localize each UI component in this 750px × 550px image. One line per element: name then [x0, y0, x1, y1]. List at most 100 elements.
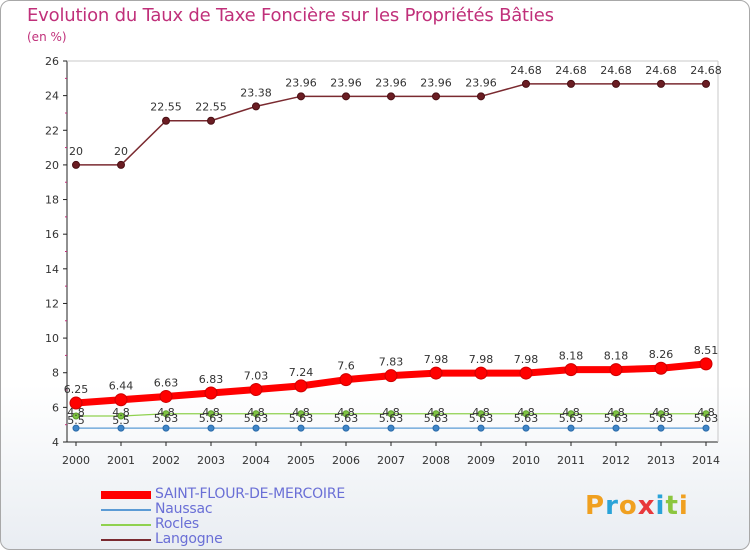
data-label-langogne: 24.68 [645, 64, 677, 77]
x-tick-label: 2009 [467, 454, 495, 467]
data-point-naussac [432, 424, 440, 432]
data-point-langogne [477, 92, 485, 101]
legend-swatch [101, 539, 151, 541]
data-label-rocles: 5.63 [514, 412, 539, 425]
legend-label: Langogne [155, 531, 223, 547]
data-label-langogne: 23.96 [330, 76, 362, 89]
data-point-saint-flour-de-mercoire [69, 396, 83, 410]
data-point-saint-flour-de-mercoire [699, 357, 713, 371]
data-point-naussac [612, 424, 620, 432]
data-point-saint-flour-de-mercoire [609, 363, 623, 377]
data-label-rocles: 5.5 [112, 414, 130, 427]
data-point-saint-flour-de-mercoire [429, 366, 443, 380]
data-point-rocles [342, 410, 350, 418]
data-label-saint-flour-de-mercoire: 7.24 [289, 366, 314, 379]
legend-swatch [101, 491, 151, 499]
data-label-langogne: 23.38 [240, 86, 272, 99]
data-point-naussac [297, 424, 305, 432]
data-point-rocles [72, 412, 80, 420]
x-tick-label: 2013 [647, 454, 675, 467]
data-point-langogne [567, 79, 575, 88]
data-label-langogne: 20 [114, 145, 128, 158]
y-tick-label: 24 [45, 90, 59, 103]
data-point-naussac [387, 424, 395, 432]
x-tick-label: 2010 [512, 454, 540, 467]
data-label-saint-flour-de-mercoire: 6.83 [199, 373, 224, 386]
data-point-langogne [342, 92, 350, 101]
data-label-langogne: 23.96 [465, 76, 497, 89]
data-label-naussac: 4.8 [67, 406, 85, 419]
data-point-saint-flour-de-mercoire [384, 369, 398, 383]
data-point-saint-flour-de-mercoire [339, 373, 353, 387]
data-label-naussac: 4.8 [292, 406, 310, 419]
data-point-rocles [432, 410, 440, 418]
data-label-rocles: 5.5 [67, 414, 85, 427]
data-point-langogne [162, 116, 170, 125]
data-point-rocles [117, 412, 125, 420]
data-label-naussac: 4.8 [517, 406, 535, 419]
y-tick-label: 10 [45, 332, 59, 345]
data-label-saint-flour-de-mercoire: 7.98 [469, 353, 494, 366]
data-label-rocles: 5.63 [154, 412, 179, 425]
data-label-rocles: 5.63 [559, 412, 584, 425]
legend-label: Rocles [155, 516, 199, 532]
data-label-rocles: 5.63 [379, 412, 404, 425]
data-point-saint-flour-de-mercoire [249, 383, 263, 397]
data-label-naussac: 4.8 [112, 406, 130, 419]
data-label-rocles: 5.63 [424, 412, 449, 425]
data-point-rocles [477, 410, 485, 418]
data-point-saint-flour-de-mercoire [294, 379, 308, 393]
data-label-rocles: 5.63 [649, 412, 674, 425]
data-point-rocles [612, 410, 620, 418]
data-point-saint-flour-de-mercoire [654, 361, 668, 375]
data-point-naussac [567, 424, 575, 432]
x-tick-label: 2012 [602, 454, 630, 467]
y-tick-label: 16 [45, 228, 59, 241]
data-label-langogne: 24.68 [690, 64, 722, 77]
data-point-naussac [342, 424, 350, 432]
data-point-rocles [207, 410, 215, 418]
data-label-langogne: 20 [69, 145, 83, 158]
data-point-langogne [252, 102, 260, 111]
data-point-naussac [207, 424, 215, 432]
data-label-langogne: 24.68 [510, 64, 542, 77]
data-point-naussac [657, 424, 665, 432]
data-label-langogne: 24.68 [600, 64, 632, 77]
data-point-saint-flour-de-mercoire [564, 363, 578, 377]
data-point-naussac [117, 424, 125, 432]
data-labels: 20 20 22.55 22.55 23.38 23.96 23.96 23.96 23.96 2… [64, 64, 722, 427]
data-point-langogne [297, 92, 305, 101]
data-label-naussac: 4.8 [607, 406, 625, 419]
data-point-naussac [162, 424, 170, 432]
data-label-saint-flour-de-mercoire: 7.98 [424, 353, 449, 366]
data-label-naussac: 4.8 [472, 406, 490, 419]
data-label-saint-flour-de-mercoire: 7.03 [244, 370, 269, 383]
data-point-rocles [657, 410, 665, 418]
x-tick-label: 2007 [377, 454, 405, 467]
data-label-saint-flour-de-mercoire: 7.98 [514, 353, 539, 366]
data-label-saint-flour-de-mercoire: 8.51 [694, 344, 719, 357]
data-label-rocles: 5.63 [289, 412, 314, 425]
legend-swatch [101, 509, 151, 511]
x-tick-label: 2001 [107, 454, 135, 467]
data-label-saint-flour-de-mercoire: 6.63 [154, 376, 179, 389]
data-point-langogne [612, 79, 620, 88]
y-tick-label: 12 [45, 297, 59, 310]
data-point-saint-flour-de-mercoire [159, 389, 173, 403]
data-point-naussac [477, 424, 485, 432]
y-tick-label: 20 [45, 159, 59, 172]
y-tick-label: 22 [45, 124, 59, 137]
x-tick-label: 2014 [692, 454, 720, 467]
data-label-langogne: 23.96 [285, 76, 317, 89]
x-tick-label: 2005 [287, 454, 315, 467]
data-label-naussac: 4.8 [247, 406, 265, 419]
data-point-naussac [702, 424, 710, 432]
data-point-saint-flour-de-mercoire [204, 386, 218, 400]
data-label-saint-flour-de-mercoire: 7.83 [379, 356, 404, 369]
data-label-rocles: 5.63 [694, 412, 719, 425]
data-label-naussac: 4.8 [427, 406, 445, 419]
legend-swatch [101, 524, 151, 526]
x-tick-label: 2006 [332, 454, 360, 467]
